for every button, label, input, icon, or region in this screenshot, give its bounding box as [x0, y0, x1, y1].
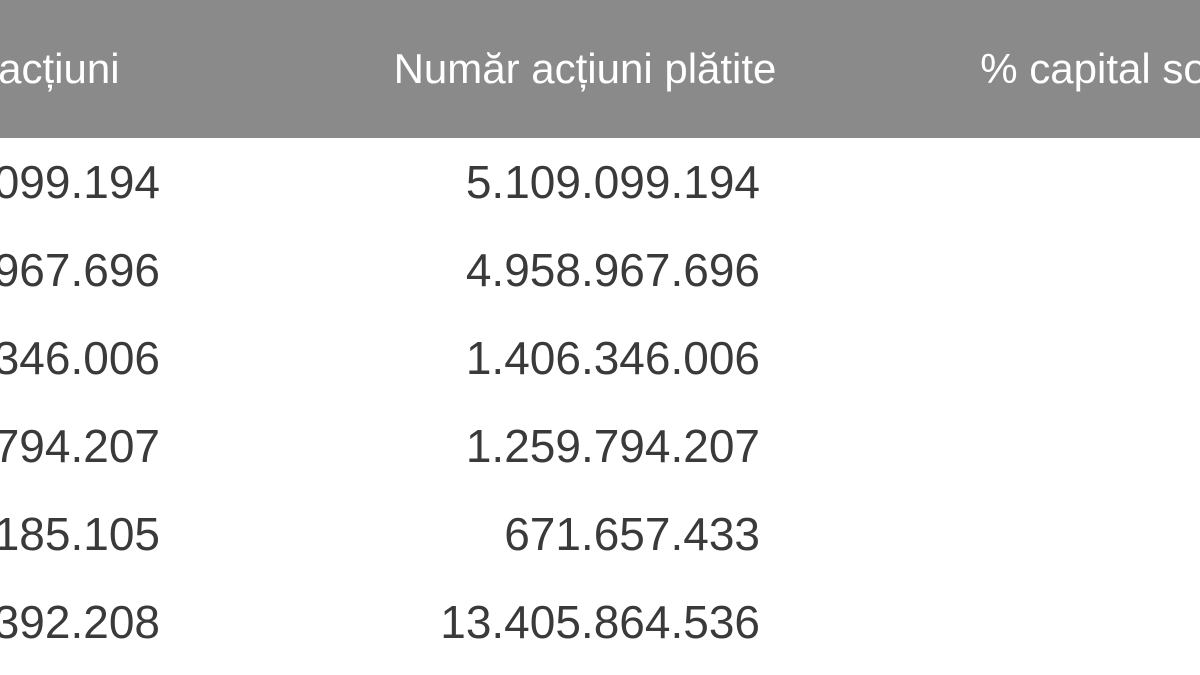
cell-numar-actiuni-platite: 4.958.967.696: [250, 226, 920, 314]
cell-procent-capital: [920, 314, 1200, 402]
shares-table: Număr acțiuni Număr acțiuni plătite % ca…: [0, 0, 1200, 666]
cell-numar-actiuni-platite: 1.406.346.006: [250, 314, 920, 402]
cell-procent-capital: [920, 138, 1200, 226]
table-row: 1.406.346.006 1.406.346.006: [0, 314, 1200, 402]
cell-numar-actiuni: 1.259.794.207: [0, 402, 250, 490]
cell-numar-actiuni: 5.109.099.194: [0, 138, 250, 226]
cell-numar-actiuni: 4.958.967.696: [0, 226, 250, 314]
cell-numar-actiuni: 1.406.346.006: [0, 314, 250, 402]
table-row: 1.259.794.207 1.259.794.207: [0, 402, 1200, 490]
table-header-row: Număr acțiuni Număr acțiuni plătite % ca…: [0, 0, 1200, 138]
col-header-procent-capital: % capital social: [920, 0, 1200, 138]
table-container: Număr acțiuni Număr acțiuni plătite % ca…: [0, 0, 1200, 675]
col-header-numar-actiuni-platite: Număr acțiuni plătite: [250, 0, 920, 138]
cell-procent-capital: [920, 402, 1200, 490]
cell-procent-capital: [920, 490, 1200, 578]
cell-numar-actiuni-platite: 671.657.433: [250, 490, 920, 578]
table-row: 13.778.392.208 13.405.864.536: [0, 578, 1200, 666]
table-row: 5.109.099.194 5.109.099.194: [0, 138, 1200, 226]
col-header-numar-actiuni: Număr acțiuni: [0, 0, 250, 138]
cell-numar-actiuni: 13.778.392.208: [0, 578, 250, 666]
cell-numar-actiuni: 1.044.185.105: [0, 490, 250, 578]
cell-numar-actiuni-platite: 1.259.794.207: [250, 402, 920, 490]
cell-numar-actiuni-platite: 13.405.864.536: [250, 578, 920, 666]
table-row: 1.044.185.105 671.657.433: [0, 490, 1200, 578]
table-row: 4.958.967.696 4.958.967.696: [0, 226, 1200, 314]
cell-numar-actiuni-platite: 5.109.099.194: [250, 138, 920, 226]
cell-procent-capital: [920, 578, 1200, 666]
cell-procent-capital: [920, 226, 1200, 314]
